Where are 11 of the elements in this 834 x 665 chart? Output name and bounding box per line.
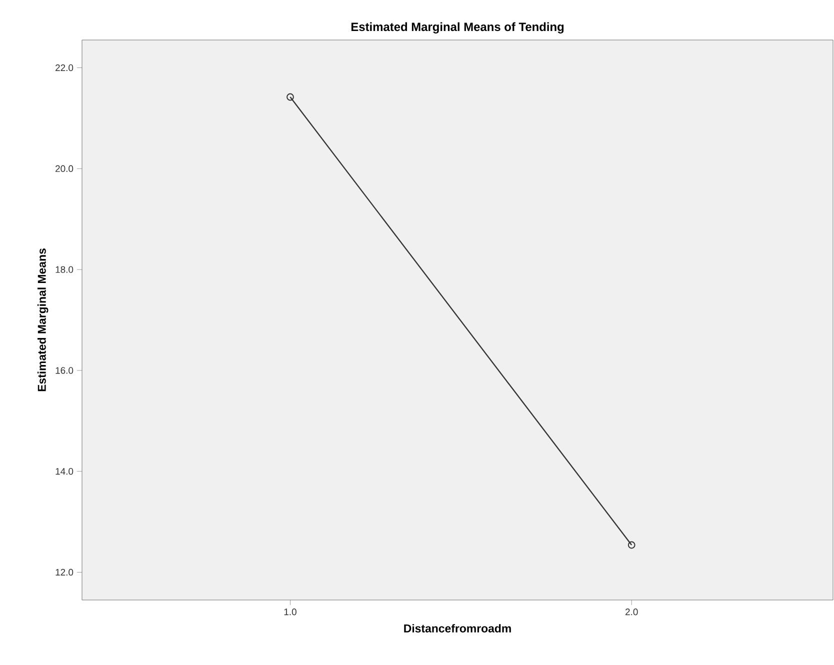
- x-axis-title: Distancefromroadm: [404, 624, 511, 632]
- y-tick-label: 20.0: [56, 165, 74, 172]
- y-tick-label: 12.0: [56, 568, 74, 576]
- chart-title: Estimated Marginal Means of Tending: [351, 22, 564, 34]
- y-tick-label: 18.0: [56, 266, 74, 273]
- x-tick-label: 1.0: [284, 608, 296, 616]
- x-tick-label: 2.0: [625, 608, 638, 616]
- y-tick-label: 14.0: [56, 468, 74, 475]
- y-tick-label: 22.0: [56, 64, 74, 72]
- y-tick-label: 16.0: [56, 367, 74, 374]
- y-axis-title: Estimated Marginal Means: [37, 248, 48, 392]
